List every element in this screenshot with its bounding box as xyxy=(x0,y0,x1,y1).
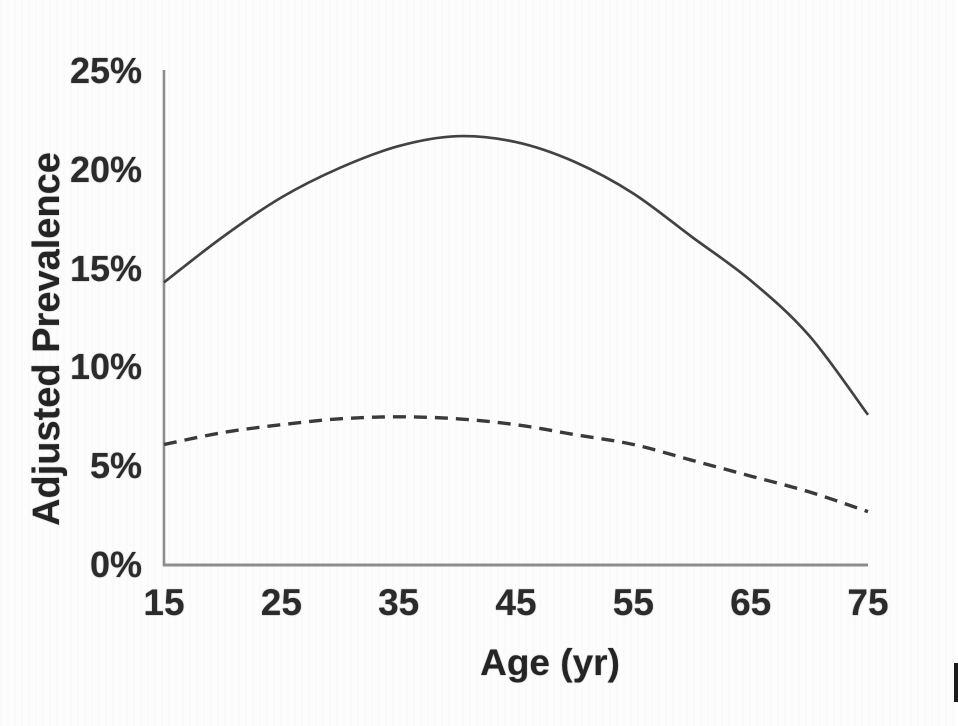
series-line-solid-curve xyxy=(163,134,870,416)
y-tick-label: 0% xyxy=(89,544,142,585)
x-tick-label: 75 xyxy=(847,582,889,623)
x-tick-label: 35 xyxy=(378,582,420,623)
cursor-artifact xyxy=(954,663,958,702)
y-tick-label: 15% xyxy=(69,247,142,289)
x-axis-title: Age (yr) xyxy=(480,642,620,683)
x-tick-label: 65 xyxy=(730,582,772,623)
x-tick-label: 15 xyxy=(143,582,185,623)
x-tick-label: 55 xyxy=(612,582,654,623)
y-tick-label: 5% xyxy=(89,445,142,487)
y-tick-label: 10% xyxy=(69,346,142,388)
x-tick-label: 25 xyxy=(260,582,302,623)
series-line-dashed-curve xyxy=(163,415,869,514)
x-tick-label: 45 xyxy=(495,582,537,623)
y-tick-label: 25% xyxy=(69,50,142,91)
y-axis-title: Adjusted Prevalence xyxy=(26,152,68,526)
y-tick-label: 20% xyxy=(69,148,142,190)
